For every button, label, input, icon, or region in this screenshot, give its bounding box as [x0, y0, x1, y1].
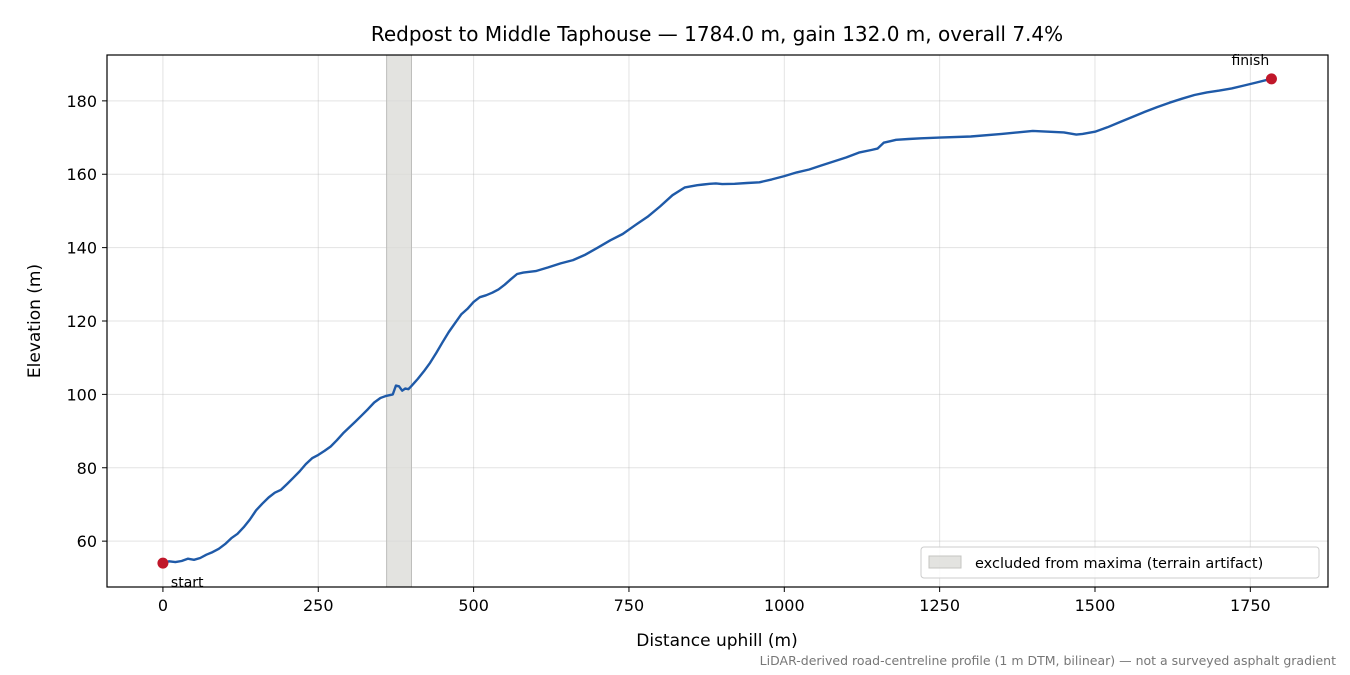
finish-annotation: finish [1231, 53, 1269, 69]
y-tick-label: 180 [66, 92, 97, 111]
excluded-band-layer [386, 54, 412, 588]
y-tick-label: 140 [66, 239, 97, 258]
x-tick-label: 0 [158, 596, 168, 615]
elevation-line [161, 77, 1273, 565]
start-marker [157, 557, 169, 569]
x-tick-label: 500 [458, 596, 489, 615]
finish-marker [1265, 73, 1277, 85]
chart-title: Redpost to Middle Taphouse — 1784.0 m, g… [371, 22, 1063, 46]
ticks: 0 250 500 750 1000 1250 1500 1750 60 80 100 120 140 1… [66, 92, 1270, 615]
x-tick-label: 1250 [919, 596, 960, 615]
legend-swatch-excluded [928, 555, 962, 569]
x-tick-label: 250 [303, 596, 334, 615]
x-tick-label: 1750 [1230, 596, 1271, 615]
excluded-band [386, 54, 412, 588]
start-annotation: start [171, 575, 204, 591]
y-tick-label: 80 [77, 459, 97, 478]
endpoint-markers: start finish [157, 53, 1277, 591]
footnote: LiDAR-derived road-centreline profile (1… [760, 653, 1336, 668]
x-tick-label: 1000 [764, 596, 805, 615]
y-tick-label: 60 [77, 532, 97, 551]
legend: excluded from maxima (terrain artifact) [920, 546, 1320, 579]
x-axis-label: Distance uphill (m) [636, 631, 797, 651]
x-tick-label: 1500 [1075, 596, 1116, 615]
legend-label-excluded: excluded from maxima (terrain artifact) [975, 556, 1263, 572]
series-layer [161, 77, 1273, 565]
y-tick-label: 120 [66, 312, 97, 331]
y-tick-label: 100 [66, 385, 97, 404]
y-axis-label: Elevation (m) [25, 264, 45, 378]
legend-box [920, 546, 1320, 579]
y-tick-label: 160 [66, 165, 97, 184]
grid [107, 55, 1328, 587]
x-tick-label: 750 [614, 596, 645, 615]
